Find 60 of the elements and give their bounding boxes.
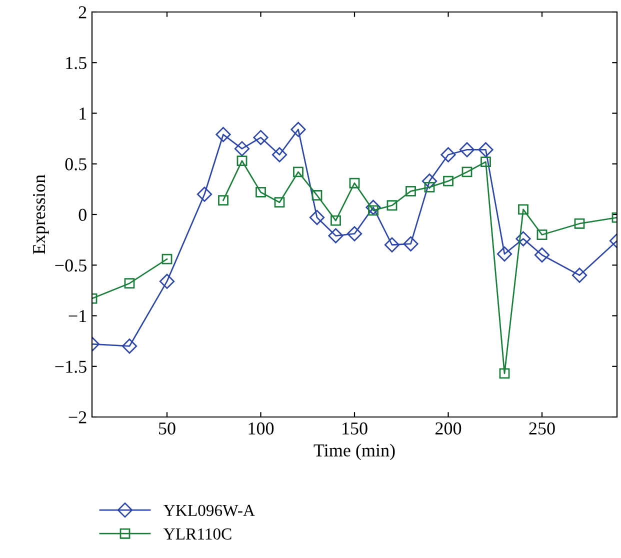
point	[293, 166, 304, 178]
y-axis-title: Expression	[33, 174, 49, 254]
point	[440, 147, 456, 162]
x-tick-label: 100	[248, 422, 274, 435]
x-tick-label: 250	[529, 422, 555, 435]
x-axis-title: Time (min)	[314, 444, 395, 460]
point	[386, 200, 398, 211]
point	[272, 147, 288, 162]
point	[253, 130, 268, 146]
y-tick-label: 0	[78, 208, 86, 221]
point	[366, 200, 381, 215]
point	[122, 338, 138, 354]
point	[422, 174, 438, 189]
y-tick-label: −0.5	[55, 259, 86, 272]
point	[459, 142, 475, 158]
x-tick-label: 150	[342, 422, 368, 435]
point	[572, 268, 588, 283]
legend-label: YKL096W-A	[164, 504, 255, 516]
point	[328, 228, 344, 244]
legend-label: YLR110C	[164, 528, 232, 540]
y-tick-label: −2	[68, 411, 86, 424]
point	[274, 197, 285, 208]
point	[574, 218, 585, 229]
point	[330, 215, 341, 226]
point	[534, 247, 550, 263]
point	[384, 237, 400, 252]
point	[499, 368, 510, 379]
point	[478, 142, 494, 158]
point	[312, 190, 322, 200]
point	[536, 230, 548, 240]
y-tick-label: −1	[68, 310, 86, 322]
point	[443, 176, 454, 186]
point	[309, 210, 325, 226]
point	[216, 126, 231, 142]
point	[403, 236, 418, 252]
y-tick-label: 0.5	[65, 158, 86, 170]
x-tick-label: 50	[159, 422, 176, 435]
x-tick-label: 200	[436, 422, 462, 435]
point	[424, 182, 435, 192]
point	[256, 187, 266, 198]
point	[196, 186, 212, 202]
point	[349, 178, 360, 188]
point	[124, 278, 135, 289]
y-tick-label: 1	[80, 108, 86, 120]
point	[406, 186, 416, 196]
y-tick-label: −1.5	[55, 360, 86, 373]
y-tick-label: 2	[78, 6, 86, 18]
point	[159, 274, 175, 289]
point	[162, 254, 172, 264]
point	[480, 156, 491, 168]
y-tick-label: 1.5	[66, 56, 86, 70]
point	[462, 166, 472, 178]
point	[218, 195, 228, 206]
point	[518, 204, 528, 215]
point	[346, 226, 362, 242]
point	[496, 246, 512, 262]
point	[290, 122, 306, 138]
point	[236, 156, 248, 166]
point	[516, 231, 531, 246]
point	[234, 141, 250, 156]
